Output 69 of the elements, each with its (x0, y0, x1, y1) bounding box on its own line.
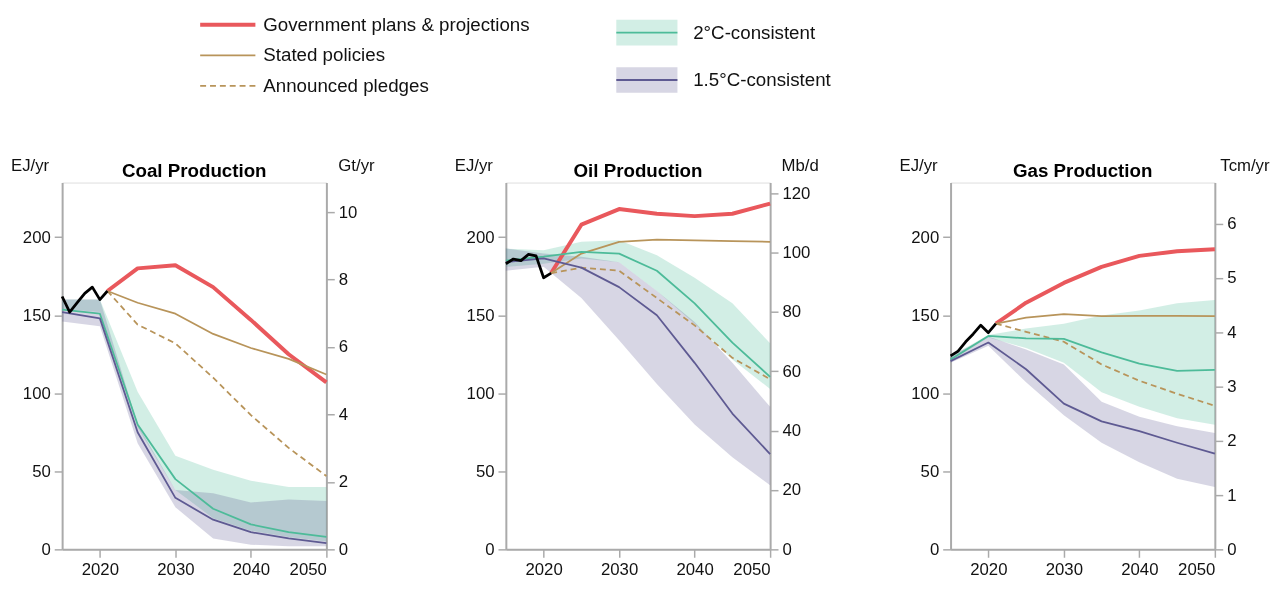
chart-title: Gas Production (1013, 159, 1153, 181)
x-tick-label: 2030 (157, 559, 195, 579)
legend-label: 2°C-consistent (693, 21, 816, 43)
y-axis-title: EJ/yr (899, 156, 939, 176)
y-tick-label: 150 (22, 305, 51, 325)
y-tick-label: 50 (920, 461, 940, 481)
y2-tick-label: 1 (1227, 485, 1237, 505)
y2-tick-label: 4 (1227, 322, 1237, 342)
line-series (60, 285, 109, 314)
y2-tick-label: 6 (338, 337, 349, 357)
y-tick-label: 150 (911, 305, 940, 325)
y2-tick-label: 5 (1227, 268, 1237, 288)
x-tick-label: 2030 (1045, 559, 1083, 579)
line-series (504, 257, 772, 456)
legend-label: 1.5°C-consistent (693, 68, 832, 90)
y2-tick-label: 0 (338, 539, 349, 559)
legend-label: Stated policies (263, 44, 386, 66)
line-series (504, 252, 553, 280)
y2-tick-label: 100 (782, 243, 811, 263)
legend-label: Government plans & projections (263, 13, 530, 35)
y-axis-title: EJ/yr (11, 156, 50, 176)
y2-axis-title: Gt/yr (338, 156, 376, 176)
legend-label: Announced pledges (263, 74, 429, 96)
y-tick-label: 200 (466, 227, 495, 247)
line-series (949, 322, 998, 358)
x-tick-label: 2050 (1178, 559, 1216, 579)
line-series (949, 335, 1216, 372)
y-tick-label: 100 (22, 383, 51, 403)
line-series (949, 341, 1216, 455)
y2-tick-label: 20 (782, 480, 802, 500)
y2-tick-label: 60 (782, 361, 802, 381)
y2-axis-title: Mb/d (781, 156, 819, 176)
y-tick-label: 150 (466, 305, 495, 325)
y2-tick-label: 80 (782, 302, 802, 322)
y2-tick-label: 40 (782, 421, 802, 441)
y-tick-label: 200 (22, 227, 51, 247)
y2-tick-label: 120 (782, 183, 811, 203)
y-tick-label: 50 (32, 461, 51, 481)
y-tick-label: 0 (485, 539, 495, 559)
line-series (993, 247, 1217, 326)
chart-title: Coal Production (121, 159, 267, 181)
y2-axis-title: Tcm/yr (1220, 156, 1270, 176)
x-tick-label: 2050 (733, 559, 771, 579)
x-tick-label: 2030 (600, 559, 639, 579)
chart-title: Oil Production (573, 159, 703, 181)
y-tick-label: 100 (911, 383, 940, 403)
y2-tick-label: 2 (1227, 431, 1237, 451)
y-tick-label: 200 (911, 227, 940, 247)
y-tick-label: 0 (929, 539, 940, 559)
x-tick-label: 2040 (1121, 559, 1159, 579)
y2-tick-label: 2 (338, 472, 349, 492)
y2-tick-label: 3 (1227, 377, 1237, 396)
y-tick-label: 50 (475, 461, 495, 481)
line-series (105, 263, 329, 385)
y-tick-label: 100 (466, 383, 495, 403)
x-tick-label: 2040 (676, 559, 714, 579)
y2-tick-label: 0 (1227, 539, 1237, 559)
x-tick-label: 2020 (970, 559, 1008, 579)
y2-tick-label: 10 (338, 202, 358, 222)
y-axis-title: EJ/yr (454, 156, 494, 176)
x-tick-label: 2020 (525, 559, 563, 579)
x-tick-label: 2050 (289, 559, 327, 579)
y-tick-label: 0 (41, 539, 51, 559)
y2-tick-label: 0 (782, 539, 792, 559)
y2-tick-label: 4 (338, 404, 349, 424)
x-tick-label: 2020 (81, 559, 119, 579)
y2-tick-label: 6 (1227, 214, 1237, 234)
y2-tick-label: 8 (338, 270, 349, 290)
x-tick-label: 2040 (232, 559, 271, 579)
